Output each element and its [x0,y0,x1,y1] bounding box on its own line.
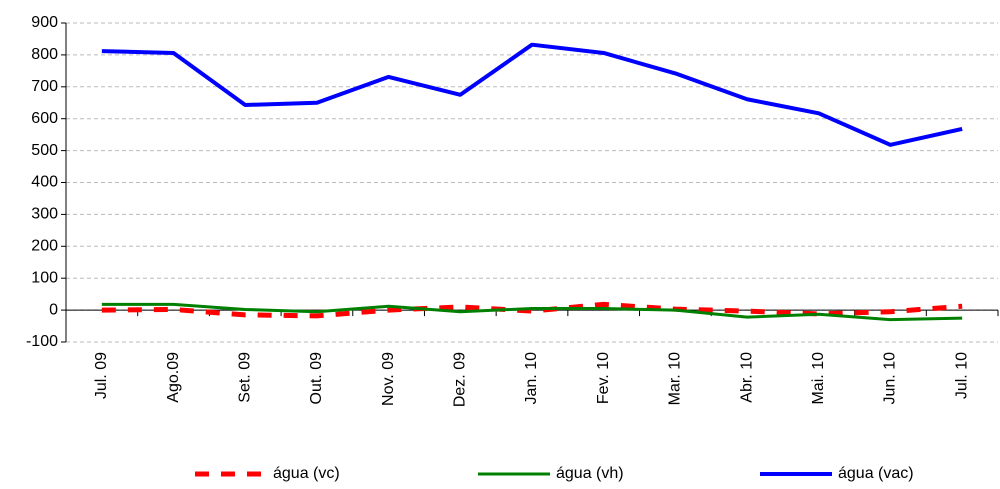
legend-label: água (vh) [556,465,624,482]
x-tick-label: Jul. 10 [953,352,970,399]
x-tick-label: Abr. 10 [738,352,755,403]
y-tick-label: 800 [31,46,58,63]
series-line [101,42,963,147]
y-tick-label: 100 [31,269,58,286]
x-tick-label: Jun. 10 [882,352,899,405]
y-tick-label: 900 [31,14,58,31]
series-line [101,302,963,322]
y-tick-label: 0 [49,301,58,318]
x-tick-label: Jan. 10 [523,352,540,405]
x-tick-label: Jul. 09 [93,352,110,399]
y-tick-label: 200 [31,238,58,255]
x-tick-label: Nov. 09 [380,352,397,406]
y-tick-label: 400 [31,174,58,191]
y-tick-label: 500 [31,142,58,159]
y-tick-label: 300 [31,206,58,223]
x-tick-label: Set. 09 [236,352,253,403]
x-tick-label: Dez. 09 [452,352,469,407]
y-tick-label: 700 [31,78,58,95]
x-tick-label: Fev. 10 [595,352,612,404]
legend-label: água (vac) [838,465,914,482]
series-line [101,301,963,319]
x-tick-label: Mar. 10 [667,352,684,405]
y-tick-label: -100 [26,333,58,350]
x-tick-label: Ago.09 [165,352,182,403]
y-tick-label: 600 [31,110,58,127]
x-tick-label: Mai. 10 [810,352,827,405]
legend-label: água (vc) [273,465,340,482]
x-tick-label: Out. 09 [308,352,325,405]
